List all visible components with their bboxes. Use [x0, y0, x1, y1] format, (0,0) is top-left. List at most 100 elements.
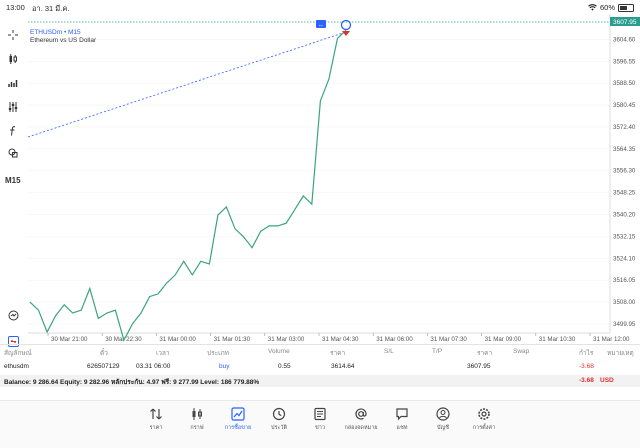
row-profit: -3.68 [579, 363, 594, 370]
col-tp[interactable]: T/P [432, 348, 443, 355]
current-price-label-bg [610, 17, 640, 26]
positions-table-header: สัญลักษณ์ ตั๋ว เวลา ประเภท Volume ราคา S… [0, 346, 640, 358]
price-tick-label: 3499.95 [613, 321, 636, 328]
price-tick-label: 3524.10 [613, 255, 636, 262]
col-price[interactable]: ราคา [330, 350, 346, 357]
nav-trade[interactable]: การซื้อขาย [218, 407, 258, 432]
price-tick-label: 3588.50 [613, 80, 636, 87]
nav-charts[interactable]: กราฟ [177, 407, 217, 432]
nav-label: ประวัติ [270, 425, 288, 431]
table-row[interactable]: ethusdm 626507129 03.31 06:00 buy 0.55 3… [0, 361, 640, 373]
nav-chat[interactable]: แชท [382, 407, 422, 432]
current-price-label: 3607.95 [613, 19, 637, 26]
nav-label: การตั้งค่า [472, 425, 496, 431]
col-sl[interactable]: S/L [384, 348, 394, 355]
price-tick-label: 3508.00 [613, 299, 636, 306]
row-time: 03.31 06:00 [136, 363, 171, 370]
mail-at-icon [355, 408, 367, 420]
nav-mailbox[interactable]: กล่องจดหมาย [341, 407, 381, 432]
zoom-icon[interactable] [4, 308, 22, 322]
col-type[interactable]: ประเภท [207, 350, 229, 357]
nav-label: ข่าว [315, 425, 325, 431]
history-icon [272, 407, 286, 421]
balance-currency: USD [600, 377, 614, 384]
nav-label: บัญชี [437, 425, 449, 431]
price-tick-label: 3532.15 [613, 233, 636, 240]
time-tick-label: 31 Mar 06:00 [376, 336, 413, 343]
price-tick-label: 3572.40 [613, 124, 636, 131]
chart-symbol: ETHUSDm • M15 [30, 29, 81, 36]
news-icon [314, 407, 326, 421]
price-chart[interactable]: 3604.60 3596.55 3588.50 3580.45 3572.40 3564.… [0, 14, 640, 344]
time-tick-label: 30 Mar 21:00 [51, 336, 88, 343]
time-tick-label: 31 Mar 00:00 [159, 336, 196, 343]
status-bar: 13:00 อา. 31 มี.ค. 60% [0, 0, 640, 14]
candles-icon [192, 408, 202, 420]
nav-news[interactable]: ข่าว [300, 407, 340, 432]
time-tick-label: 31 Mar 07:30 [430, 336, 467, 343]
row-ticket: 626507129 [87, 363, 120, 370]
time-tick-label: 31 Mar 03:00 [268, 336, 305, 343]
nav-label: แชท [396, 425, 408, 431]
battery-icon [618, 3, 634, 12]
time-tick-label: 31 Mar 01:30 [214, 336, 251, 343]
chart-table-divider [0, 344, 640, 345]
row-type: buy [219, 363, 230, 370]
col-comment[interactable]: หมายเหตุ [607, 350, 634, 357]
nav-history[interactable]: ประวัติ [259, 407, 299, 432]
chat-icon [396, 408, 408, 421]
col-time[interactable]: เวลา [156, 350, 170, 357]
col-symbol[interactable]: สัญลักษณ์ [4, 350, 32, 357]
battery-percent: 60% [599, 3, 615, 12]
price-tick-label: 3516.05 [613, 277, 636, 284]
nav-label: ราคา [149, 425, 163, 431]
col-profit[interactable]: กำไร [579, 350, 594, 357]
chart-header: ETHUSDm • M15 Ethereum vs US Dollar [30, 29, 96, 45]
time-tick-label: 31 Mar 10:30 [539, 336, 576, 343]
col-price2[interactable]: ราคา [477, 350, 493, 357]
crosshair-icon[interactable] [4, 28, 22, 42]
price-tick-label: 3596.55 [613, 58, 636, 65]
entry-arrow-icon [342, 31, 350, 36]
trade-marker-glyph: ↔ [318, 23, 324, 29]
wifi-icon [588, 4, 597, 11]
timeframe-label[interactable]: M15 [5, 176, 21, 185]
price-tick-label: 3548.25 [613, 190, 636, 197]
objects-icon[interactable] [4, 146, 22, 160]
price-tick-label: 3604.60 [613, 36, 636, 43]
trade-line [27, 31, 347, 138]
bottom-nav: ราคา กราฟ การซื้อขาย ประวัติ ข่าว กล่องจ… [0, 400, 640, 448]
status-time: 13:00 [6, 3, 25, 12]
balance-row: Balance: 9 286.64 Equity: 9 282.96 หลักป… [0, 375, 640, 387]
status-right: 60% [588, 3, 634, 12]
balance-summary: Balance: 9 286.64 Equity: 9 282.96 หลักป… [4, 379, 260, 386]
time-tick-label: 31 Mar 12:00 [593, 336, 630, 343]
price-tick-label: 3580.45 [613, 102, 636, 109]
row-symbol: ethusdm [4, 363, 29, 370]
trade-chart-icon [231, 407, 245, 421]
status-date: อา. 31 มี.ค. [32, 4, 70, 13]
settings-gear-icon [478, 408, 490, 420]
indicators-icon[interactable] [4, 76, 22, 90]
candle-type-icon[interactable] [4, 52, 22, 66]
sort-arrows-icon [150, 408, 162, 420]
row-current-price: 3607.95 [467, 363, 491, 370]
position-marker-icon[interactable] [340, 19, 352, 31]
chart-area[interactable]: 3604.60 3596.55 3588.50 3580.45 3572.40 3564.… [0, 14, 640, 347]
nav-quotes[interactable]: ราคา [136, 407, 176, 432]
col-ticket[interactable]: ตั๋ว [100, 350, 108, 357]
col-volume[interactable]: Volume [268, 348, 290, 355]
trade-panel-icon[interactable] [4, 334, 22, 348]
row-open-price: 3614.64 [331, 363, 355, 370]
nav-label: การซื้อขาย [224, 425, 252, 431]
settings-sliders-icon[interactable] [4, 100, 22, 114]
col-swap[interactable]: Swap [513, 348, 530, 355]
nav-account[interactable]: บัญชี [423, 407, 463, 432]
function-icon[interactable] [4, 124, 22, 138]
row-volume: 0.55 [278, 363, 291, 370]
price-tick-label: 3564.35 [613, 146, 636, 153]
price-tick-label: 3540.20 [613, 212, 636, 219]
trade-marker-icon[interactable] [316, 20, 326, 28]
nav-settings[interactable]: การตั้งค่า [464, 407, 504, 432]
account-icon [436, 407, 450, 421]
